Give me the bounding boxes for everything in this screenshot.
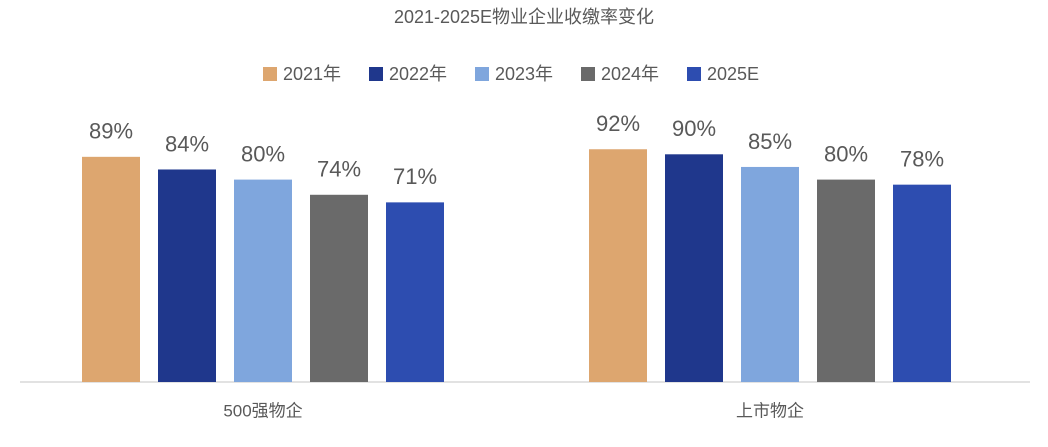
- chart-title: 2021-2025E物业企业收缴率变化: [394, 7, 654, 27]
- legend-swatch: [687, 67, 701, 81]
- legend-swatch: [263, 67, 277, 81]
- bar: [741, 166, 799, 382]
- legend-label: 2023年: [495, 64, 553, 84]
- bar: [386, 202, 444, 382]
- bar: [893, 184, 951, 382]
- bar: [310, 194, 368, 382]
- value-label: 80%: [241, 141, 285, 166]
- value-label: 71%: [393, 164, 437, 189]
- legend-label: 2021年: [283, 64, 341, 84]
- value-label: 89%: [89, 119, 133, 144]
- value-label: 85%: [748, 129, 792, 154]
- value-label: 90%: [672, 116, 716, 141]
- x-tick-label: 500强物企: [223, 401, 302, 420]
- bar: [158, 169, 216, 382]
- value-label: 74%: [317, 157, 361, 182]
- legend-label: 2022年: [389, 64, 447, 84]
- value-label: 80%: [824, 141, 868, 166]
- bar: [665, 154, 723, 382]
- bar: [817, 179, 875, 382]
- value-label: 78%: [900, 146, 944, 171]
- value-label: 84%: [165, 131, 209, 156]
- bar: [82, 156, 140, 382]
- legend-swatch: [475, 67, 489, 81]
- legend-swatch: [369, 67, 383, 81]
- bar: [234, 179, 292, 382]
- bar: [589, 149, 647, 382]
- legend-swatch: [581, 67, 595, 81]
- value-label: 92%: [596, 111, 640, 136]
- x-tick-label: 上市物企: [736, 401, 804, 420]
- legend-label: 2025E: [707, 64, 759, 84]
- legend-label: 2024年: [601, 64, 659, 84]
